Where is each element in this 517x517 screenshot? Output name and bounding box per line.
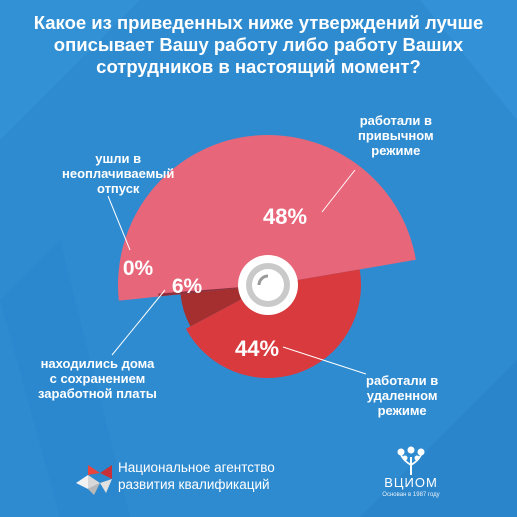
percent-label-0: 48% <box>263 204 307 229</box>
vciom-tagline: Основан в 1987 году <box>382 492 440 498</box>
percent-label-3: 0% <box>123 257 154 280</box>
pie-slice-0 <box>117 134 416 301</box>
leader-line-2 <box>111 289 166 356</box>
pie-slice-1 <box>185 269 361 379</box>
leader-line-1 <box>107 195 131 251</box>
percent-label-1: 44% <box>235 336 279 361</box>
legend-label-regular: работали в привычном режиме <box>358 113 434 158</box>
leader-line-0 <box>321 169 356 213</box>
percent-label-2: 6% <box>172 275 203 298</box>
vciom-name: ВЦИОМ <box>384 475 438 490</box>
legend-label-paid-home: находились дома с сохранением заработной… <box>38 356 157 401</box>
legend-label-remote: работали в удаленном режиме <box>366 373 439 418</box>
center-ring-icon-arc <box>257 274 269 286</box>
agency-name: Национальное агентство развития квалифик… <box>118 460 275 492</box>
agency-logo-icon <box>76 465 112 495</box>
vciom-tree-icon <box>397 446 425 475</box>
chart-title: Какое из приведенных ниже утверждений лу… <box>33 12 484 77</box>
legend-label-unpaid: ушли в неоплачиваемый отпуск <box>62 151 175 196</box>
leader-line-3 <box>282 346 367 375</box>
center-ring-icon-2 <box>252 269 284 301</box>
